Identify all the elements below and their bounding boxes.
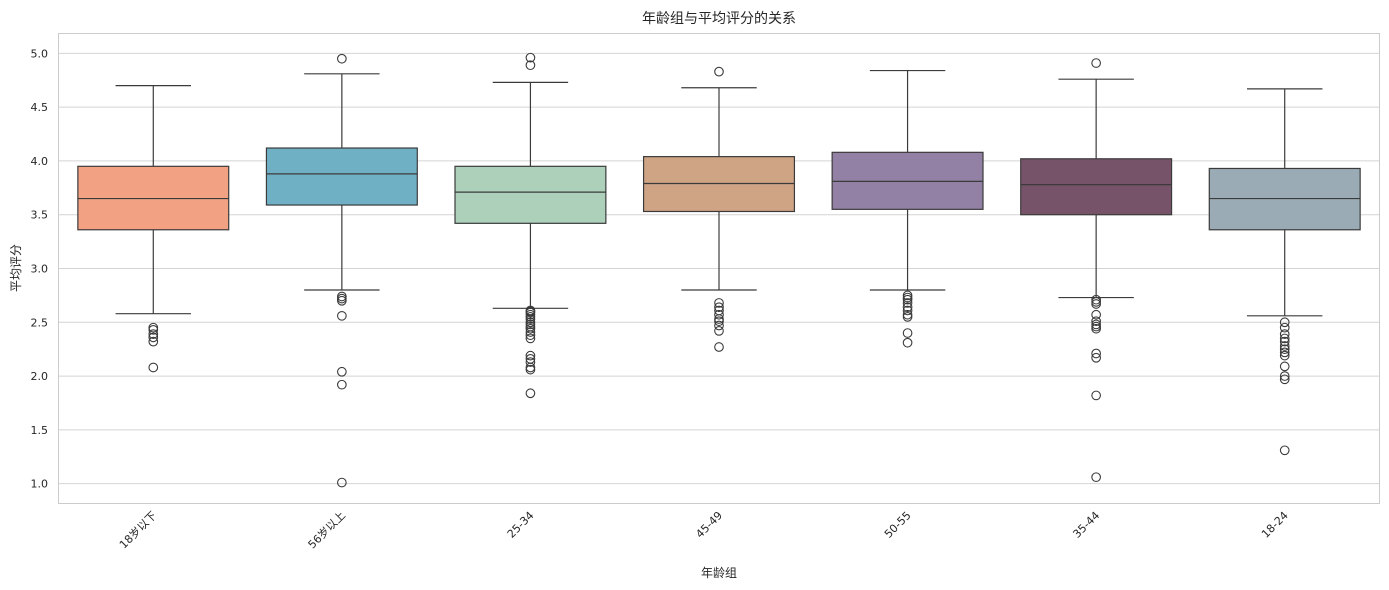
x-tick-label: 50-55: [882, 509, 914, 541]
box-group: [831, 69, 984, 348]
outlier-point: [714, 326, 724, 336]
x-tick-labels: 18岁以下 56岁以上 25-34 45-49 50-55 35-44 18-24: [116, 508, 1291, 551]
outlier-point: [714, 66, 724, 77]
y-tick-label: 3.5: [31, 209, 49, 222]
outlier-point: [1091, 348, 1101, 359]
outlier-point: [1279, 371, 1290, 381]
outlier-point: [148, 324, 159, 335]
iqr-box: [454, 165, 607, 224]
iqr-box: [265, 147, 418, 206]
y-tick-label: 3.0: [31, 263, 49, 276]
x-tick-label: 18岁以下: [116, 508, 159, 551]
outlier-point: [525, 330, 536, 341]
y-tick-label: 1.0: [31, 478, 49, 491]
x-tick-label: 56岁以上: [305, 508, 348, 551]
outlier-point: [337, 310, 347, 321]
outlier-point: [525, 388, 536, 399]
outlier-point: [1091, 309, 1101, 320]
outlier-point: [525, 52, 536, 63]
outlier-point: [148, 336, 159, 347]
box-group: [265, 53, 418, 488]
outlier-point: [1279, 317, 1290, 328]
outlier-point: [1091, 390, 1101, 401]
outlier-point: [337, 53, 347, 64]
outlier-point: [525, 60, 536, 71]
outlier-point: [148, 332, 159, 343]
y-tick-label: 2.0: [31, 370, 49, 383]
outlier-point: [525, 323, 536, 334]
outlier-point: [1279, 445, 1290, 456]
outlier-point: [337, 379, 347, 390]
outlier-point: [1279, 322, 1290, 333]
plot-area-frame: [58, 33, 1380, 504]
outlier-point: [337, 293, 347, 304]
box-group: [1208, 88, 1361, 456]
box-group: [642, 66, 796, 352]
outlier-point: [1279, 344, 1290, 355]
y-tick-labels: 1.0 1.5 2.0 2.5 3.0 3.5 4.0 4.5 5.0: [31, 47, 49, 490]
outlier-point: [902, 337, 913, 348]
boxes: [77, 52, 1361, 488]
outlier-point: [714, 316, 724, 327]
outlier-point: [902, 302, 913, 313]
box-group: [1020, 58, 1173, 483]
outlier-point: [902, 312, 913, 322]
outlier-point: [902, 298, 913, 308]
outlier-point: [1091, 352, 1101, 363]
outlier-point: [148, 329, 159, 339]
outlier-point: [1279, 347, 1290, 358]
outlier-point: [525, 357, 536, 367]
outlier-point: [525, 350, 536, 361]
outlier-point: [1091, 323, 1101, 334]
chart-title: 年龄组与平均评分的关系: [642, 11, 796, 27]
box-group: [454, 52, 607, 399]
outlier-point: [1091, 472, 1101, 483]
outlier-point: [525, 314, 536, 324]
outlier-point: [1091, 316, 1101, 327]
outlier-point: [714, 302, 724, 313]
outlier-point: [714, 320, 724, 331]
x-tick-label: 18-24: [1259, 509, 1291, 541]
outlier-point: [1279, 374, 1290, 385]
outlier-point: [337, 295, 347, 306]
outlier-point: [1091, 321, 1101, 332]
outlier-point: [902, 294, 913, 305]
outlier-point: [1279, 336, 1290, 347]
outlier-point: [1279, 361, 1290, 372]
y-tick-label: 1.5: [31, 424, 49, 437]
x-tick-label: 25-34: [505, 509, 537, 541]
outlier-point: [714, 298, 724, 308]
y-tick-label: 5.0: [31, 47, 49, 60]
outlier-point: [714, 342, 724, 352]
y-tick-label: 4.5: [31, 101, 49, 114]
outlier-point: [902, 328, 913, 338]
outlier-point: [1091, 299, 1101, 309]
outlier-point: [337, 477, 347, 488]
outlier-point: [1279, 341, 1290, 351]
outlier-point: [1279, 329, 1290, 339]
y-tick-label: 2.5: [31, 316, 49, 329]
box-group: [77, 85, 230, 373]
outlier-point: [902, 305, 913, 316]
outlier-point: [525, 327, 536, 337]
outlier-point: [525, 333, 536, 344]
iqr-box: [1020, 158, 1173, 216]
y-tick-label: 4.0: [31, 155, 49, 168]
outlier-point: [337, 366, 347, 377]
outlier-point: [1279, 350, 1290, 361]
x-axis-label: 年龄组: [701, 566, 737, 580]
outlier-point: [525, 362, 536, 373]
y-axis-label: 平均评分: [9, 244, 23, 292]
grid-lines: [59, 52, 1379, 485]
outlier-point: [148, 362, 159, 373]
outlier-point: [525, 364, 536, 375]
outlier-point: [1091, 58, 1101, 68]
outlier-point: [714, 309, 724, 320]
outlier-point: [1279, 333, 1290, 344]
outlier-point: [1091, 296, 1101, 307]
x-tick-label: 35-44: [1070, 509, 1102, 541]
x-tick-label: 45-49: [693, 509, 725, 541]
